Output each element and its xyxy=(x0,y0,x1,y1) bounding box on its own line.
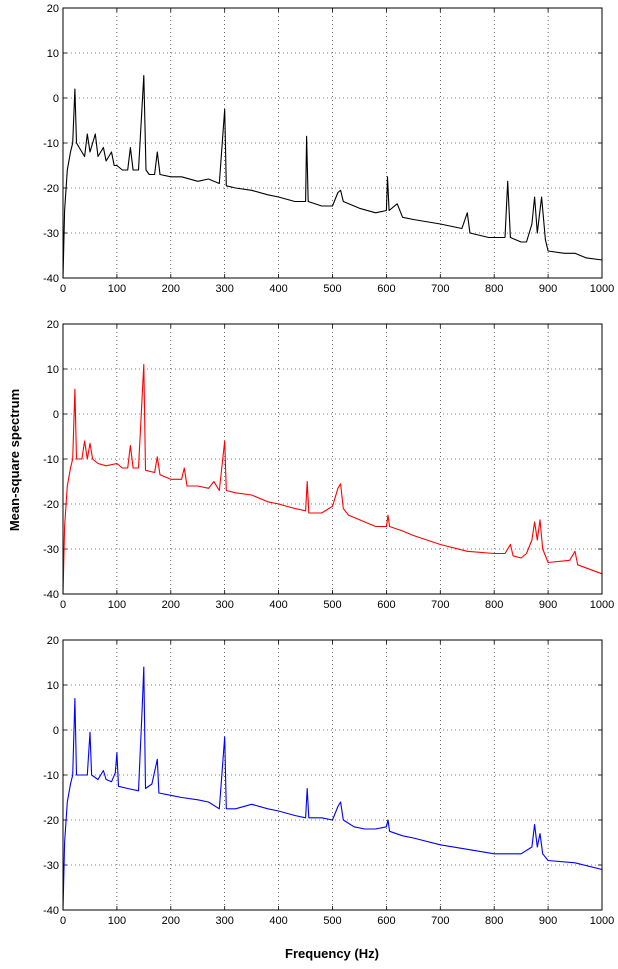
spectrum-series-3 xyxy=(62,666,603,911)
y-tick-label: -20 xyxy=(43,499,59,511)
y-tick-label: 20 xyxy=(47,3,59,15)
y-tick-label: -10 xyxy=(43,454,59,466)
y-tick-label: -40 xyxy=(43,589,59,601)
x-tick-label: 800 xyxy=(485,599,503,611)
y-tick-label: 10 xyxy=(47,364,59,376)
x-tick-label: 200 xyxy=(162,915,180,927)
y-axis-label: Mean-square spectrum xyxy=(7,389,22,531)
plot-panel-3: 0 100 200 300 400 500 600 700 800 900 1000-40-30-2… xyxy=(43,635,614,927)
x-tick-label: 700 xyxy=(431,915,449,927)
y-tick-label: 0 xyxy=(53,725,59,737)
x-tick-label: 200 xyxy=(162,599,180,611)
y-tick-label: -20 xyxy=(43,183,59,195)
y-tick-label: 20 xyxy=(47,319,59,331)
plot-frame xyxy=(62,639,603,911)
x-tick-label: 600 xyxy=(377,599,395,611)
x-tick-label: 800 xyxy=(485,283,503,295)
x-tick-label: 100 xyxy=(108,599,126,611)
y-tick-label: 10 xyxy=(47,48,59,60)
x-tick-label: 100 xyxy=(108,915,126,927)
y-tick-label: -20 xyxy=(43,815,59,827)
x-tick-label: 0 xyxy=(60,283,66,295)
x-tick-label: 1000 xyxy=(590,599,614,611)
y-tick-label: 0 xyxy=(53,409,59,421)
x-tick-label: 500 xyxy=(323,599,341,611)
x-tick-label: 500 xyxy=(323,915,341,927)
plot-panel-2: 0 100 200 300 400 500 600 700 800 900 1000-40-30-2… xyxy=(43,319,614,611)
x-tick-label: 400 xyxy=(269,915,287,927)
x-tick-label: 1000 xyxy=(590,915,614,927)
x-tick-label: 400 xyxy=(269,283,287,295)
plot-frame xyxy=(62,7,603,279)
x-tick-label: 600 xyxy=(377,915,395,927)
y-tick-label: -30 xyxy=(43,544,59,556)
y-tick-label: -30 xyxy=(43,228,59,240)
x-tick-label: 1000 xyxy=(590,283,614,295)
y-tick-label: -30 xyxy=(43,860,59,872)
y-tick-label: -10 xyxy=(43,138,59,150)
plot-frame xyxy=(62,323,603,595)
x-tick-label: 0 xyxy=(60,599,66,611)
x-tick-label: 600 xyxy=(377,283,395,295)
x-tick-label: 400 xyxy=(269,599,287,611)
x-tick-label: 500 xyxy=(323,283,341,295)
x-tick-label: 800 xyxy=(485,915,503,927)
y-tick-label: 10 xyxy=(47,680,59,692)
x-tick-label: 900 xyxy=(539,599,557,611)
x-tick-label: 300 xyxy=(216,599,234,611)
x-tick-label: 300 xyxy=(216,283,234,295)
x-tick-label: 900 xyxy=(539,915,557,927)
x-tick-label: 200 xyxy=(162,283,180,295)
x-axis-label: Frequency (Hz) xyxy=(285,946,379,961)
y-tick-label: -10 xyxy=(43,770,59,782)
x-tick-label: 100 xyxy=(108,283,126,295)
x-tick-label: 300 xyxy=(216,915,234,927)
spectrum-series-1 xyxy=(62,74,603,279)
x-tick-label: 900 xyxy=(539,283,557,295)
plot-panel-1: 0 100 200 300 400 500 600 700 800 900 1000-40-30-2… xyxy=(43,3,614,295)
y-tick-label: -40 xyxy=(43,905,59,917)
x-tick-label: 0 xyxy=(60,915,66,927)
y-tick-label: 0 xyxy=(53,93,59,105)
spectrum-series-2 xyxy=(62,363,603,595)
y-tick-label: -40 xyxy=(43,273,59,285)
y-tick-label: 20 xyxy=(47,635,59,647)
x-tick-label: 700 xyxy=(431,599,449,611)
x-tick-label: 700 xyxy=(431,283,449,295)
